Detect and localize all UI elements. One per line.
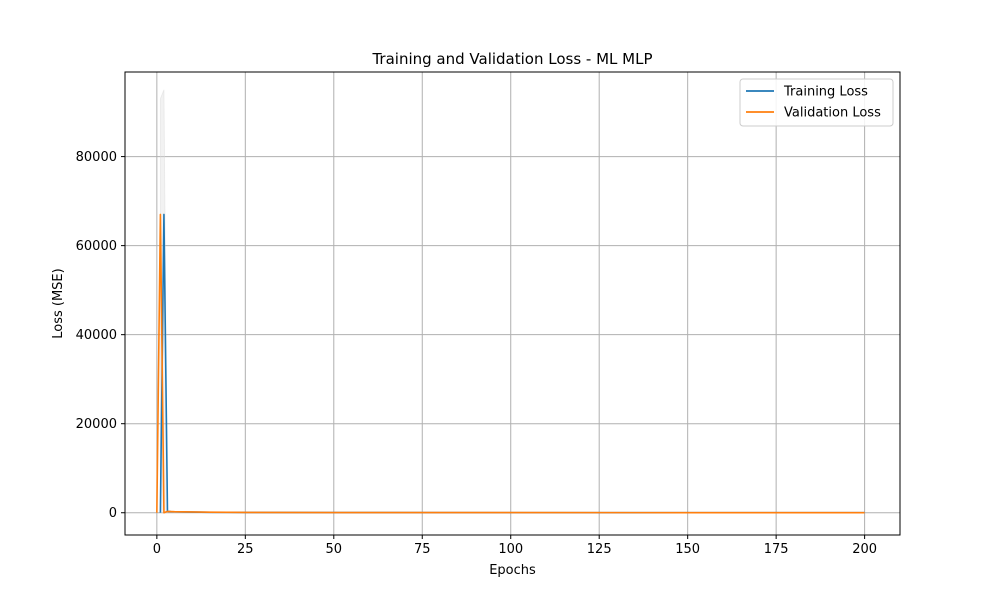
y-tick-label: 40000 bbox=[76, 328, 117, 343]
ticks: 0 25 50 75 100 125 150 175 200 0 20000 40000 60000 80… bbox=[76, 150, 877, 557]
y-tick-label: 20000 bbox=[76, 417, 117, 432]
x-tick-label: 50 bbox=[326, 542, 343, 557]
plot-frame bbox=[124, 71, 901, 536]
x-axis-label: Epochs bbox=[489, 563, 536, 578]
x-tick-label: 0 bbox=[153, 542, 161, 557]
chart-title: Training and Validation Loss - ML MLP bbox=[371, 50, 652, 68]
series-line-training-loss bbox=[159, 213, 865, 514]
x-tick-label: 100 bbox=[498, 542, 523, 557]
grid bbox=[125, 72, 900, 535]
x-tick-label: 125 bbox=[587, 542, 612, 557]
x-tick-label: 75 bbox=[414, 542, 431, 557]
legend-label: Training Loss bbox=[783, 85, 868, 100]
x-tick-label: 175 bbox=[764, 542, 789, 557]
x-tick-label: 25 bbox=[237, 542, 254, 557]
x-tick-label: 150 bbox=[675, 542, 700, 557]
series-lines bbox=[156, 213, 865, 514]
y-tick-label: 60000 bbox=[76, 239, 117, 254]
legend-box bbox=[739, 78, 894, 127]
legend-label: Validation Loss bbox=[784, 106, 881, 121]
y-tick-label: 80000 bbox=[76, 150, 117, 165]
x-tick-label: 200 bbox=[852, 542, 877, 557]
legend: Training Loss Validation Loss bbox=[739, 78, 894, 127]
series-line-validation-loss bbox=[156, 213, 865, 514]
y-tick-label: 0 bbox=[109, 506, 117, 521]
y-axis-label: Loss (MSE) bbox=[51, 268, 66, 338]
